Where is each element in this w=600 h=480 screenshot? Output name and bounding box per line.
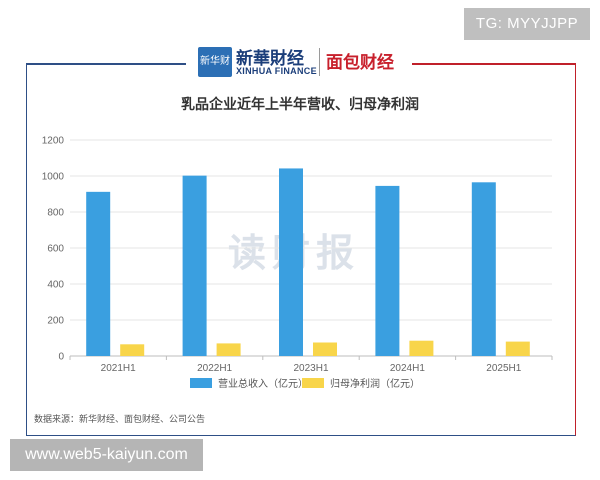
frame-top-right-line	[412, 63, 575, 65]
x-tick-label: 2023H1	[293, 363, 328, 374]
profit-bar	[505, 341, 530, 356]
y-tick-label: 600	[47, 244, 64, 255]
legend-swatch	[190, 378, 212, 388]
legend-label: 归母净利润（亿元）	[330, 377, 420, 390]
mianbao-logo: 面包财经	[326, 53, 394, 73]
y-tick-label: 0	[58, 352, 64, 363]
watermark-top-right: TG: MYYJJPP	[464, 8, 590, 40]
y-tick-label: 200	[47, 316, 64, 327]
profit-bar	[313, 342, 337, 356]
data-source-note: 数据来源：新华财经、面包财经、公司公告	[34, 415, 206, 425]
profit-bar	[216, 343, 241, 356]
revenue-bar	[86, 191, 111, 356]
y-tick-label: 400	[47, 280, 64, 291]
revenue-bar	[279, 168, 303, 356]
revenue-bar	[182, 175, 207, 356]
chart-title: 乳品企业近年上半年营收、归母净利润	[181, 97, 419, 113]
logo-separator	[319, 48, 320, 76]
legend-label: 营业总收入（亿元）	[218, 377, 308, 390]
revenue-bar	[375, 185, 400, 356]
xinhua-finance-logo: 新華財经	[236, 49, 304, 69]
x-tick-label: 2025H1	[486, 363, 521, 374]
y-tick-label: 1200	[42, 136, 65, 147]
watermark-bottom-left: www.web5-kaiyun.com	[10, 439, 203, 471]
x-tick-label: 2022H1	[197, 363, 232, 374]
revenue-bar	[471, 182, 496, 356]
xinhua-logo-icon: 新华财经	[198, 47, 232, 97]
y-tick-label: 800	[47, 208, 64, 219]
frame-top-left-line	[26, 63, 186, 65]
legend-swatch	[302, 378, 324, 388]
profit-bar	[120, 344, 145, 356]
y-tick-label: 1000	[42, 172, 65, 183]
profit-bar	[409, 340, 434, 356]
x-tick-label: 2024H1	[390, 363, 425, 374]
x-tick-label: 2021H1	[101, 363, 136, 374]
chart-frame	[26, 63, 576, 436]
xinhua-finance-logo-en: XINHUA FINANCE	[236, 66, 317, 76]
